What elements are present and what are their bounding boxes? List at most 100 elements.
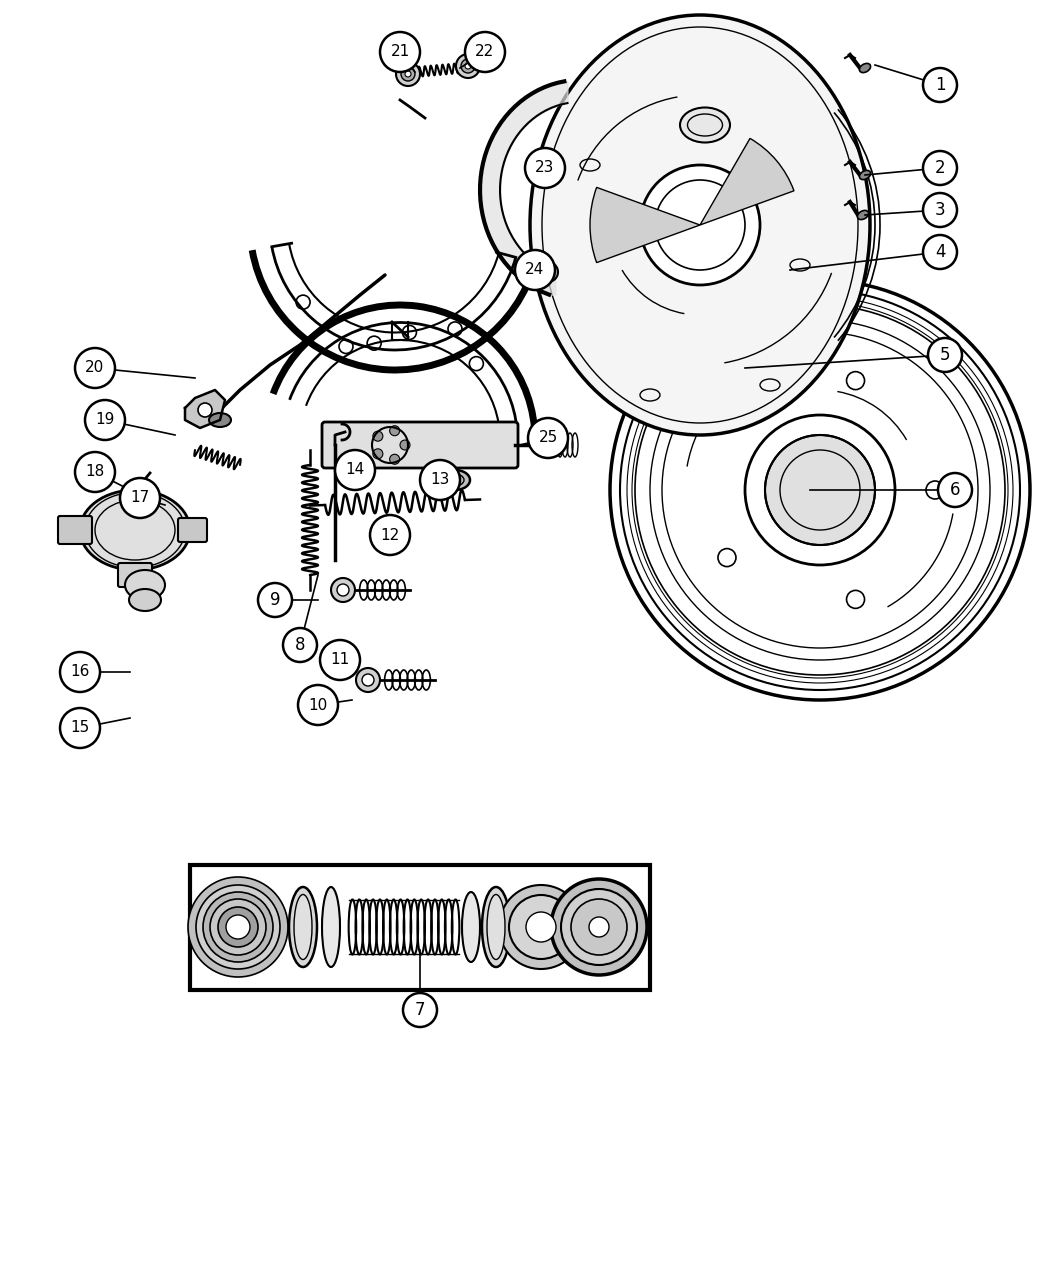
Circle shape [396,62,420,87]
Circle shape [571,899,627,955]
Text: 14: 14 [346,462,365,477]
Circle shape [401,67,415,81]
Text: 8: 8 [294,636,305,654]
Ellipse shape [322,887,340,967]
Wedge shape [700,139,794,225]
Circle shape [718,549,736,566]
Text: 25: 25 [539,430,558,446]
Ellipse shape [487,895,505,960]
Circle shape [121,477,160,518]
Circle shape [196,885,280,969]
Circle shape [380,32,420,73]
Ellipse shape [680,107,730,143]
Circle shape [298,685,339,726]
Circle shape [320,640,361,680]
Text: 18: 18 [85,465,105,480]
Circle shape [85,400,125,440]
Circle shape [465,62,471,69]
Circle shape [373,432,383,442]
Circle shape [356,668,380,693]
Text: 3: 3 [935,201,945,219]
Text: 9: 9 [269,591,280,608]
Ellipse shape [80,490,190,570]
Ellipse shape [859,64,871,73]
Text: 13: 13 [431,472,450,488]
Circle shape [400,440,410,449]
Text: 10: 10 [308,698,328,713]
Circle shape [218,906,258,947]
Text: 1: 1 [935,76,945,94]
FancyBboxPatch shape [58,516,92,544]
Circle shape [526,911,556,942]
Circle shape [405,71,411,76]
Text: 21: 21 [390,45,410,60]
Circle shape [75,348,115,388]
Circle shape [927,339,962,372]
Circle shape [561,889,637,965]
Circle shape [938,474,971,507]
Text: 12: 12 [380,527,399,542]
Text: 2: 2 [935,159,945,177]
Ellipse shape [294,895,312,960]
Circle shape [362,673,374,686]
Circle shape [551,878,647,975]
Ellipse shape [440,470,470,490]
Text: 24: 24 [525,262,545,278]
Text: 17: 17 [130,490,150,505]
Circle shape [331,578,355,602]
Circle shape [390,425,399,435]
Circle shape [499,885,583,969]
Circle shape [926,481,944,499]
Text: 19: 19 [95,412,114,428]
Circle shape [923,151,957,185]
Circle shape [847,591,865,608]
Circle shape [515,250,555,290]
Circle shape [923,236,957,269]
Text: 11: 11 [330,653,350,667]
Text: 20: 20 [85,360,105,376]
Circle shape [456,53,480,78]
Text: 23: 23 [536,160,554,176]
Ellipse shape [129,589,161,611]
Circle shape [203,892,272,962]
Ellipse shape [209,412,231,426]
Circle shape [370,516,410,555]
Circle shape [461,59,475,73]
Ellipse shape [125,570,165,600]
Circle shape [589,917,609,937]
Circle shape [210,899,266,955]
Circle shape [188,877,288,976]
Circle shape [923,193,957,227]
Circle shape [923,67,957,102]
Polygon shape [185,390,225,428]
Text: 16: 16 [70,665,90,680]
Text: 4: 4 [935,243,945,261]
Circle shape [765,435,875,545]
Circle shape [538,262,558,283]
Text: 5: 5 [940,346,951,364]
FancyBboxPatch shape [322,423,518,468]
Ellipse shape [859,171,871,179]
Circle shape [509,895,573,959]
Text: 15: 15 [70,721,90,736]
Circle shape [335,449,375,490]
Circle shape [528,418,568,458]
Ellipse shape [482,887,510,967]
Circle shape [525,148,565,188]
FancyBboxPatch shape [118,563,152,587]
Circle shape [390,454,399,465]
Circle shape [465,32,505,73]
Bar [190,864,650,990]
Circle shape [373,449,383,458]
Circle shape [283,628,316,662]
Ellipse shape [462,892,480,962]
Circle shape [847,372,865,390]
Text: 22: 22 [476,45,495,60]
Text: 6: 6 [949,481,960,499]
Circle shape [337,584,349,596]
Ellipse shape [530,15,870,435]
Text: 7: 7 [415,1001,425,1018]
Wedge shape [590,187,700,262]
Circle shape [198,404,212,418]
Circle shape [403,993,437,1027]
